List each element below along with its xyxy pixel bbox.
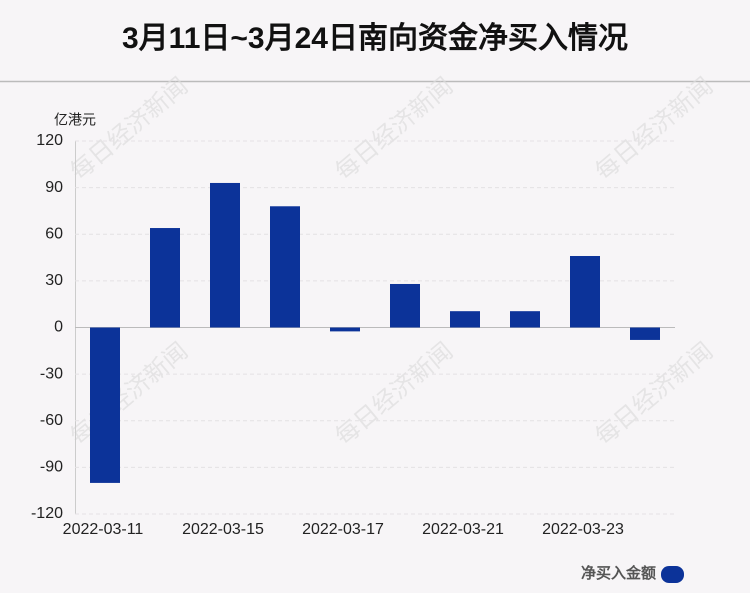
y-axis-unit: 亿港元 [54, 112, 96, 128]
x-tick-label: 2022-03-21 [422, 521, 504, 538]
bar [630, 327, 660, 340]
y-tick-label: -120 [31, 505, 63, 522]
bar [510, 311, 540, 328]
y-tick-label: 0 [54, 319, 63, 336]
legend-label: 净买入金额 [581, 564, 656, 582]
y-tick-label: -90 [40, 459, 63, 476]
bar [210, 182, 240, 328]
chart-title: 3月11日~3月24日南向资金净买入情况 [122, 21, 628, 55]
x-tick-label: 2022-03-15 [182, 521, 264, 538]
y-tick-label: 60 [45, 225, 63, 242]
y-tick-label: 90 [45, 179, 63, 196]
x-tick-label: 2022-03-11 [63, 521, 144, 538]
bar [90, 327, 120, 483]
y-tick-label: -60 [40, 412, 63, 429]
x-tick-label: 2022-03-23 [542, 521, 624, 538]
legend-swatch [661, 566, 684, 583]
bar [570, 256, 600, 328]
bar [330, 327, 360, 332]
x-tick-label: 2022-03-17 [302, 521, 384, 538]
bar [150, 228, 180, 328]
bar [270, 206, 300, 328]
y-tick-label: 120 [36, 132, 63, 149]
bar [450, 311, 480, 328]
y-tick-label: -30 [40, 365, 63, 382]
bar [390, 283, 420, 328]
y-tick-label: 30 [45, 272, 63, 289]
